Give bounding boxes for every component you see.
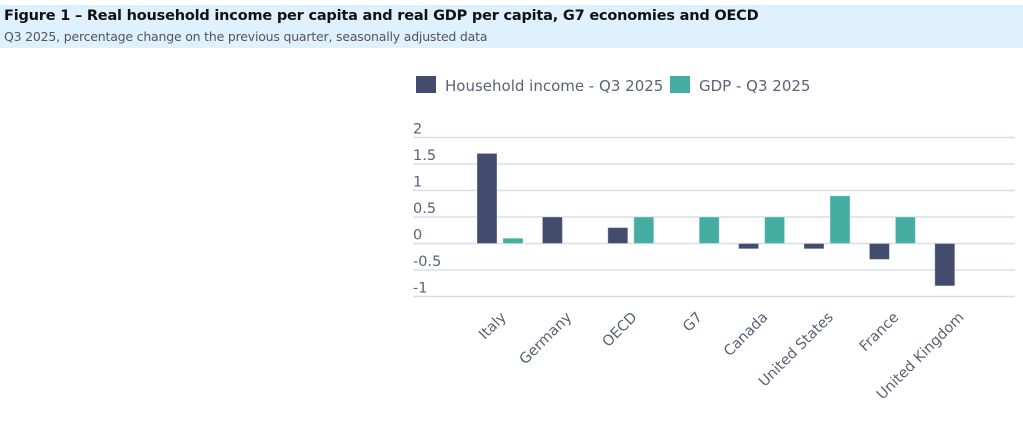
y-axis-ticks: 2 1.5 1 0.5 0 -0.5 -1 (413, 122, 441, 297)
x-tick-label: Italy (476, 309, 510, 343)
legend-swatch-0 (416, 76, 436, 93)
legend-label-0[interactable]: Household income - Q3 2025 (445, 77, 663, 95)
bar-gdp-united-states[interactable] (829, 195, 851, 245)
y-tick-label: -1 (413, 281, 427, 297)
bar-household-income-united-states[interactable] (803, 243, 825, 250)
bar-household-income-canada[interactable] (738, 243, 760, 250)
bar-gdp-g7[interactable] (698, 216, 720, 244)
x-tick-label: Canada (721, 310, 771, 360)
x-tick-label: Germany (517, 309, 576, 368)
legend-swatch-1 (670, 76, 690, 93)
bar-household-income-united-kingdom[interactable] (934, 243, 956, 287)
x-tick-label: OECD (600, 310, 641, 351)
y-tick-label: 2 (413, 122, 422, 138)
y-tick-label: -0.5 (413, 254, 441, 270)
figure-header: Figure 1 – Real household income per cap… (0, 5, 1023, 48)
x-tick-label: France (857, 309, 902, 354)
bar-gdp-oecd[interactable] (633, 216, 655, 244)
bar-household-income-germany[interactable] (541, 216, 563, 244)
chart-bars (476, 152, 956, 287)
bar-gdp-canada[interactable] (764, 216, 786, 244)
x-tick-label: G7 (680, 310, 706, 336)
bar-gdp-france[interactable] (894, 216, 916, 244)
bar-household-income-italy[interactable] (476, 152, 498, 244)
y-tick-label: 1 (413, 175, 422, 191)
y-tick-label: 1.5 (413, 148, 436, 164)
figure-subtitle: Q3 2025, percentage change on the previo… (4, 29, 488, 44)
y-tick-label: 0 (413, 228, 422, 244)
legend-label-1[interactable]: GDP - Q3 2025 (699, 77, 810, 95)
figure-title: Figure 1 – Real household income per cap… (4, 8, 759, 24)
bar-household-income-france[interactable] (868, 243, 890, 260)
y-tick-label: 0.5 (413, 201, 436, 217)
bar-gdp-italy[interactable] (502, 237, 524, 244)
bar-household-income-oecd[interactable] (607, 227, 629, 245)
chart-legend: Household income - Q3 2025 GDP - Q3 2025 (416, 76, 810, 95)
